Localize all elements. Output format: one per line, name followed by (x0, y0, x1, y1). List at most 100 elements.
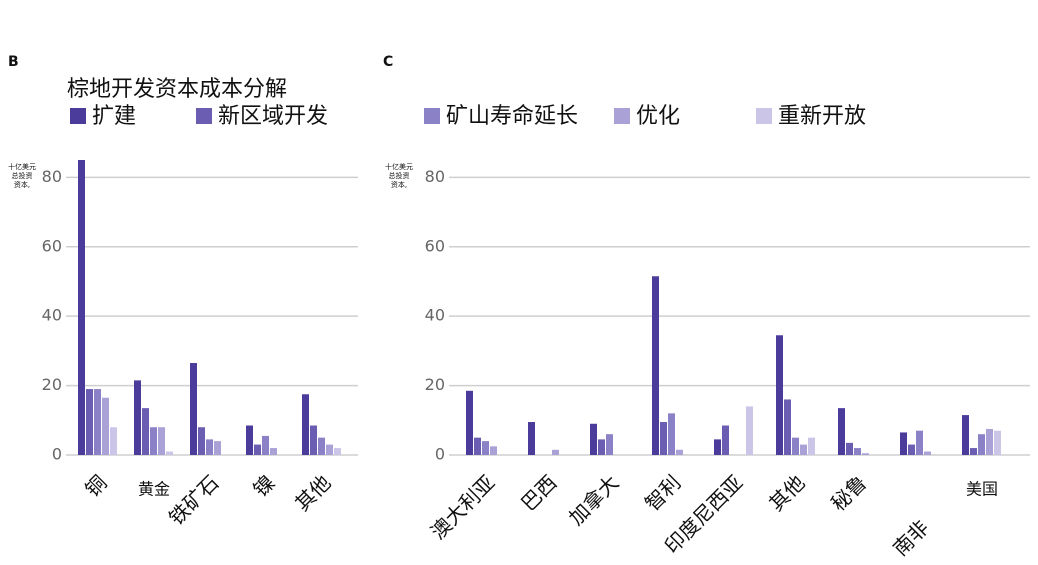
legend-swatch (614, 108, 630, 124)
bar (962, 415, 969, 455)
bar (598, 439, 605, 455)
legend-label: 优化 (636, 104, 680, 129)
panel-label: B (8, 54, 19, 70)
bar (262, 435, 269, 455)
legend-label: 新区域开发 (218, 104, 328, 129)
x-tick-label: 铁矿石 (164, 470, 223, 529)
bar (808, 437, 815, 455)
bar (552, 449, 559, 455)
bar (134, 380, 141, 455)
bar (908, 444, 915, 455)
x-tick-label: 黄金 (138, 480, 170, 499)
bar (846, 442, 853, 455)
bar (302, 394, 309, 455)
bar (986, 428, 993, 455)
panel-label: C (383, 54, 393, 70)
x-tick-label: 其他 (764, 470, 809, 515)
y-tick-label: 80 (425, 167, 445, 186)
x-tick-label: 秘鲁 (826, 470, 871, 515)
legend-label: 扩建 (92, 104, 136, 129)
bar (482, 441, 489, 455)
bar (270, 448, 277, 455)
x-tick-label: 镍 (248, 470, 279, 501)
bar (334, 448, 341, 455)
bar (862, 453, 869, 455)
bar (94, 389, 101, 455)
y-tick-label: 0 (435, 445, 445, 464)
bar (924, 451, 931, 455)
bar (668, 413, 675, 455)
bar (206, 439, 213, 455)
y-axis-label: 资本, (391, 180, 407, 189)
x-tick-label: 巴西 (516, 470, 561, 515)
x-tick-label: 美国 (966, 480, 998, 499)
bar (854, 448, 861, 455)
bar (676, 449, 683, 455)
chart-title: 棕地开发资本成本分解 (67, 77, 287, 102)
bar (978, 434, 985, 455)
bar (166, 451, 173, 455)
bar (86, 389, 93, 455)
y-tick-label: 40 (42, 306, 62, 325)
bar (142, 408, 149, 455)
y-tick-label: 60 (42, 236, 62, 255)
y-tick-label: 0 (52, 445, 62, 464)
bar (466, 390, 473, 455)
bar (110, 427, 117, 455)
bar (590, 423, 597, 455)
bar (474, 437, 481, 455)
y-axis-label: 十亿美元 (385, 162, 413, 171)
bar (150, 427, 157, 455)
x-tick-label: 加拿大 (564, 470, 623, 529)
legend-swatch (424, 108, 440, 124)
y-axis-label: 总投资 (389, 171, 410, 180)
y-axis-label: 总投资 (12, 171, 33, 180)
y-tick-label: 40 (425, 306, 445, 325)
bar (528, 422, 535, 455)
legend-swatch (756, 108, 772, 124)
bar (246, 425, 253, 455)
x-tick-label: 智利 (640, 470, 685, 515)
bar (714, 439, 721, 455)
bar (916, 430, 923, 455)
bar (490, 446, 497, 455)
legend-swatch (196, 108, 212, 124)
bar (254, 444, 261, 455)
bar (652, 276, 659, 455)
y-axis-label: 资本, (14, 180, 30, 189)
x-tick-label: 澳大利亚 (426, 470, 500, 544)
bar (784, 399, 791, 455)
bar (660, 422, 667, 455)
bar (792, 437, 799, 455)
bar (776, 335, 783, 455)
bar (326, 444, 333, 455)
bar (746, 406, 753, 455)
bar (78, 160, 85, 455)
bar (310, 425, 317, 455)
y-tick-label: 60 (425, 236, 445, 255)
y-tick-label: 80 (42, 167, 62, 186)
bar (994, 430, 1001, 455)
legend-swatch (70, 108, 86, 124)
bar (838, 408, 845, 455)
bar (800, 444, 807, 455)
bar (318, 437, 325, 455)
bar (190, 363, 197, 455)
bar (158, 427, 165, 455)
x-tick-label: 南非 (888, 515, 933, 560)
legend-label: 重新开放 (778, 104, 866, 129)
bar (198, 427, 205, 455)
bar (970, 448, 977, 455)
legend-label: 矿山寿命延长 (446, 104, 578, 129)
bar (606, 434, 613, 455)
bar (214, 441, 221, 455)
x-tick-label: 铜 (80, 470, 111, 501)
y-tick-label: 20 (425, 375, 445, 394)
bar (722, 425, 729, 455)
bar (102, 397, 109, 455)
bar (900, 432, 907, 455)
x-tick-label: 其他 (290, 470, 335, 515)
y-axis-label: 十亿美元 (8, 162, 36, 171)
y-tick-label: 20 (42, 375, 62, 394)
